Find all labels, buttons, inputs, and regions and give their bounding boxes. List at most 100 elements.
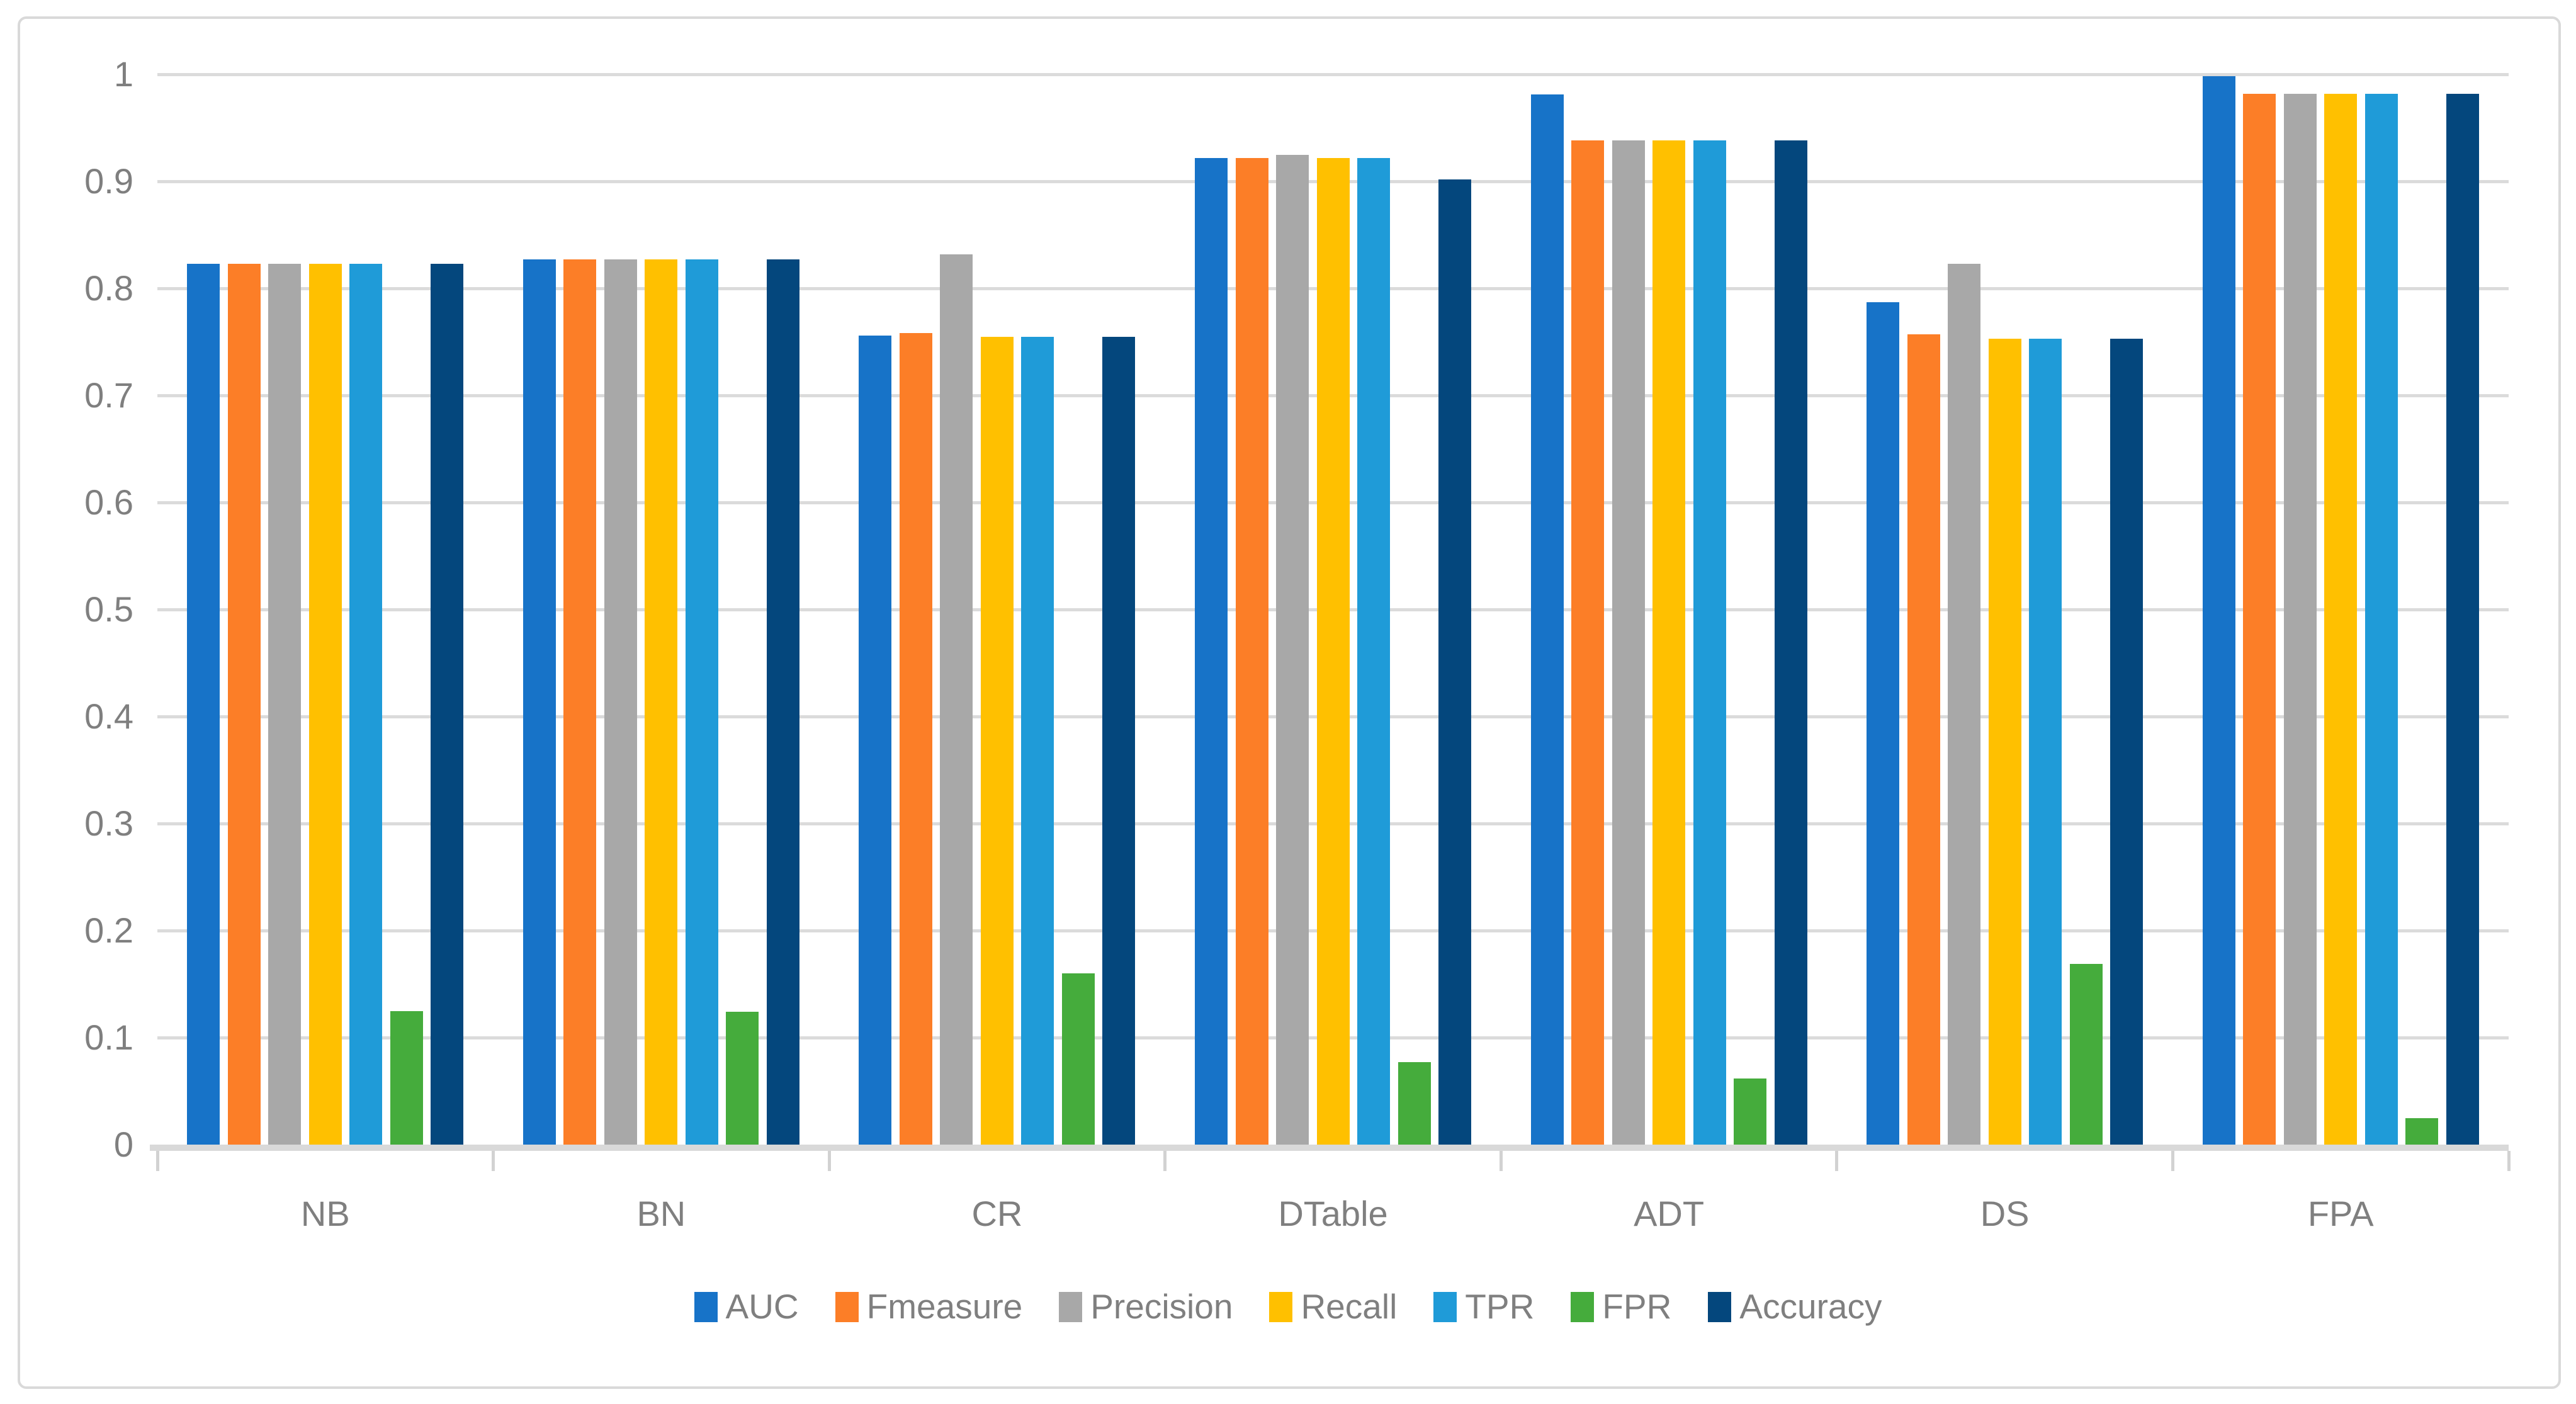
bar-tpr-fpa [2364,93,2398,1145]
bar-recall-bn [645,259,678,1145]
x-axis-tick [1835,1151,1839,1171]
bar-fpr-nb [390,1011,423,1145]
bar-accuracy-bn [766,259,799,1145]
bar-precision-cr [940,254,973,1145]
bar-accuracy-adt [1774,140,1807,1145]
category-label-bn: BN [636,1194,686,1233]
legend-label: Fmeasure [866,1287,1023,1326]
legend-swatch-recall [1269,1291,1293,1322]
x-axis-tick [155,1151,159,1171]
legend-item-fmeasure: Fmeasure [835,1287,1023,1326]
legend-label: Recall [1301,1287,1398,1326]
bar-tpr-adt [1693,140,1726,1145]
category-label-fpa: FPA [2307,1194,2374,1233]
y-axis-tick-label: 0.3 [84,803,133,843]
legend-item-auc: AUC [694,1289,799,1324]
bar-fmeasure-ds [1907,334,1940,1145]
category-label-ds: DS [1980,1194,2030,1233]
legend-label: Accuracy [1739,1287,1882,1326]
bar-precision-bn [604,259,637,1145]
bar-accuracy-fpa [2446,93,2479,1145]
category-label-nb: NB [300,1194,350,1233]
y-axis-tick-label: 0.8 [84,268,133,308]
x-axis-tick [2507,1151,2511,1171]
bar-tpr-nb [349,263,383,1145]
y-axis-tick-label: 0.6 [84,482,133,522]
legend-item-accuracy: Accuracy [1708,1289,1882,1324]
bar-fpr-bn [726,1012,759,1145]
y-axis-tick-label: 0.1 [84,1017,133,1057]
bar-fmeasure-bn [563,259,597,1145]
legend-swatch-auc [694,1291,718,1322]
bar-fpr-dtable [1398,1062,1431,1145]
bar-auc-bn [523,259,556,1145]
y-axis-tick-label: 1 [113,54,133,94]
y-axis-tick-label: 0.5 [84,589,133,629]
bar-fmeasure-fpa [2243,93,2276,1145]
bar-fmeasure-adt [1571,140,1605,1145]
bar-recall-dtable [1316,157,1350,1145]
bar-auc-cr [859,335,892,1145]
x-axis-tick [1499,1151,1503,1171]
y-axis-tick-label: 0.4 [84,696,133,736]
legend-item-precision: Precision [1059,1289,1233,1324]
y-axis-tick-label: 0.2 [84,910,133,950]
bar-tpr-cr [1021,336,1054,1145]
gridline [157,72,2509,76]
bar-accuracy-cr [1102,336,1136,1145]
bar-tpr-dtable [1357,157,1390,1145]
legend-swatch-tpr [1433,1291,1457,1322]
bar-tpr-ds [2029,338,2062,1145]
bar-precision-nb [268,263,302,1145]
bar-fpr-ds [2069,963,2103,1145]
legend-label: AUC [725,1287,799,1326]
bar-precision-dtable [1276,154,1309,1145]
bar-fpr-adt [1734,1078,1767,1145]
x-axis-tick [2171,1151,2174,1171]
category-label-adt: ADT [1634,1194,1705,1233]
x-axis-line [150,1145,2509,1151]
x-axis-tick [827,1151,831,1171]
y-axis-tick-label: 0 [113,1124,133,1164]
bar-recall-cr [980,336,1014,1145]
category-label-cr: CR [971,1194,1023,1233]
bar-fmeasure-cr [899,333,932,1145]
bar-fpr-fpa [2405,1118,2439,1145]
bar-tpr-bn [685,259,718,1145]
bar-accuracy-nb [431,263,464,1145]
bar-auc-fpa [2202,76,2235,1145]
x-axis-tick [1163,1151,1167,1171]
legend-item-recall: Recall [1269,1289,1397,1324]
legend-swatch-fpr [1571,1291,1595,1322]
legend-label: TPR [1465,1287,1535,1326]
bar-fmeasure-dtable [1235,157,1268,1145]
bar-auc-nb [187,263,220,1145]
bar-accuracy-ds [2110,338,2144,1145]
legend-swatch-accuracy [1708,1291,1732,1322]
plot-area: 0 0.1 0.2 0.3 0.4 0.5 0.6 0.7 0.8 0.9 1 NB BN CR DTabl… [84,57,2511,1231]
legend-swatch-precision [1059,1291,1083,1322]
bar-accuracy-dtable [1438,179,1471,1145]
bar-recall-fpa [2324,93,2358,1145]
legend-item-tpr: TPR [1433,1289,1534,1324]
bar-auc-ds [1867,302,1900,1145]
bar-fmeasure-nb [227,263,261,1145]
legend-label: Precision [1090,1287,1233,1326]
legend-swatch-fmeasure [835,1291,859,1322]
legend-item-fpr: FPR [1571,1289,1671,1324]
bar-precision-adt [1612,140,1645,1145]
bar-recall-adt [1652,140,1686,1145]
legend: AUC Fmeasure Precision Recall TPR FPR Accuracy [0,1289,2576,1324]
bar-auc-adt [1530,94,1564,1145]
bar-precision-ds [1948,263,1981,1145]
y-axis-tick-label: 0.9 [84,161,133,201]
bar-fpr-cr [1061,973,1095,1145]
legend-label: FPR [1602,1287,1672,1326]
y-axis-tick-label: 0.7 [84,375,133,415]
bar-recall-nb [308,263,342,1145]
bar-auc-dtable [1195,157,1228,1145]
category-label-dtable: DTable [1278,1194,1388,1233]
x-axis-tick [492,1151,495,1171]
bar-precision-fpa [2283,93,2317,1145]
